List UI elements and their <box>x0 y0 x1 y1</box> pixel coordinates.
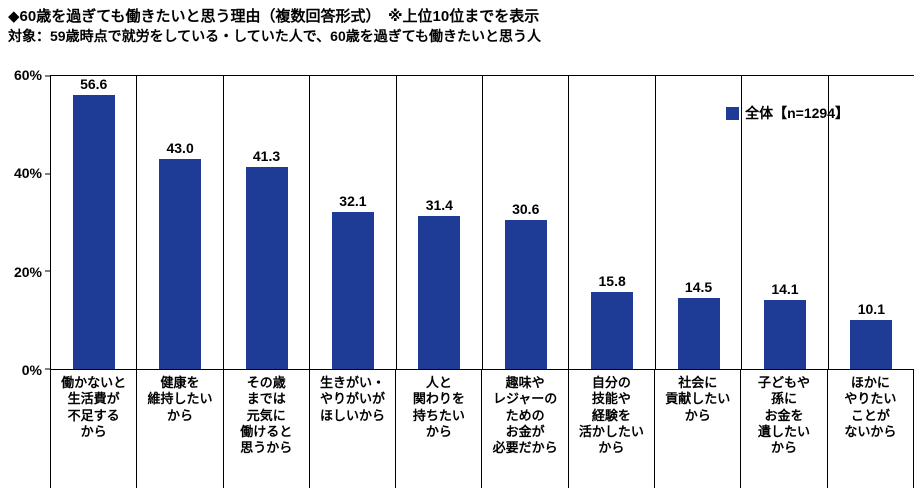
bar <box>850 319 893 369</box>
category-label: 趣味や レジャーの ための お金が 必要だから <box>481 370 567 488</box>
bar <box>677 298 720 369</box>
bar-value-label: 32.1 <box>339 193 367 210</box>
bar-column: 43.0 <box>136 76 222 369</box>
bar-value-label: 30.6 <box>512 200 540 217</box>
page-subtitle: 対象：59歳時点で就労をしている・していた人で、60歳を過ぎても働きたいと思う人 <box>8 28 542 45</box>
bar-chart: 60% 40% 20% 0% 全体【n=1294】 56.6 43.0 41.3 32.1 3… <box>14 67 914 488</box>
bar-value-label: 15.8 <box>598 272 626 289</box>
bar-column: 10.1 <box>827 76 914 369</box>
y-axis-label: 0% <box>21 362 42 378</box>
category-label: 人と 関わりを 持ちたい から <box>395 370 481 488</box>
page-title: ◆60歳を過ぎても働きたいと思う理由（複数回答形式） ※上位10位までを表示 <box>8 8 540 25</box>
y-axis-tick <box>45 173 50 175</box>
bar-column: 32.1 <box>309 76 395 369</box>
bar <box>72 95 115 369</box>
y-axis-tick <box>45 270 50 272</box>
chart-header: ◆60歳を過ぎても働きたいと思う理由（複数回答形式） ※上位10位までを表示 対… <box>0 0 920 46</box>
bar-column: 30.6 <box>482 76 568 369</box>
bar-column: 41.3 <box>222 76 309 369</box>
y-axis-label: 20% <box>13 263 42 280</box>
legend: 全体【n=1294】 <box>723 102 852 124</box>
bar <box>159 159 202 369</box>
y-axis-tick <box>45 75 50 77</box>
bar <box>591 291 634 369</box>
category-label: ほかに やりたい ことが ないから <box>826 370 914 488</box>
bar-value-label: 14.5 <box>684 279 713 296</box>
y-axis: 60% 40% 20% 0% <box>0 67 44 378</box>
y-axis-label: 60% <box>13 67 42 83</box>
bar <box>245 167 288 369</box>
plot-area: 全体【n=1294】 56.6 43.0 41.3 32.1 31.4 30.6 15.8 1… <box>45 75 914 370</box>
bar <box>418 215 461 369</box>
bar-value-label: 31.4 <box>425 196 453 213</box>
bar-value-label: 14.1 <box>771 281 799 298</box>
category-label: 子どもや 孫に お金を 遺したい から <box>740 370 826 488</box>
bar-value-label: 41.3 <box>252 148 281 165</box>
bar-column: 14.1 <box>741 76 827 369</box>
bar-value-label: 43.0 <box>166 140 194 157</box>
category-label: 健康を 維持したい から <box>136 370 222 488</box>
bar-column: 56.6 <box>50 76 136 369</box>
category-label: 働かないと 生活費が 不足する から <box>50 370 136 488</box>
bar-value-label: 56.6 <box>80 76 108 92</box>
bar-column: 31.4 <box>395 76 482 369</box>
legend-label: 全体【n=1294】 <box>745 105 849 121</box>
bar <box>331 212 374 369</box>
bar-value-label: 10.1 <box>857 300 885 317</box>
bar <box>763 300 806 369</box>
category-label: その歳 までは 元気に 働けると 思うから <box>222 370 309 488</box>
y-axis-tick <box>45 368 50 370</box>
bar-column: 15.8 <box>568 76 654 369</box>
y-axis-label: 40% <box>13 165 42 182</box>
bar <box>504 219 547 369</box>
category-label: 自分の 技能や 経験を 活かしたい から <box>567 370 654 488</box>
bar-column: 14.5 <box>654 76 741 369</box>
x-axis-labels: 働かないと 生活費が 不足する から 健康を 維持したい から その歳 までは 元気… <box>50 370 914 488</box>
category-label: 社会に 貢献したい から <box>654 370 740 488</box>
legend-swatch-icon <box>726 106 740 120</box>
category-label: 生きがい・ やりがいが ほしいから <box>308 370 395 488</box>
